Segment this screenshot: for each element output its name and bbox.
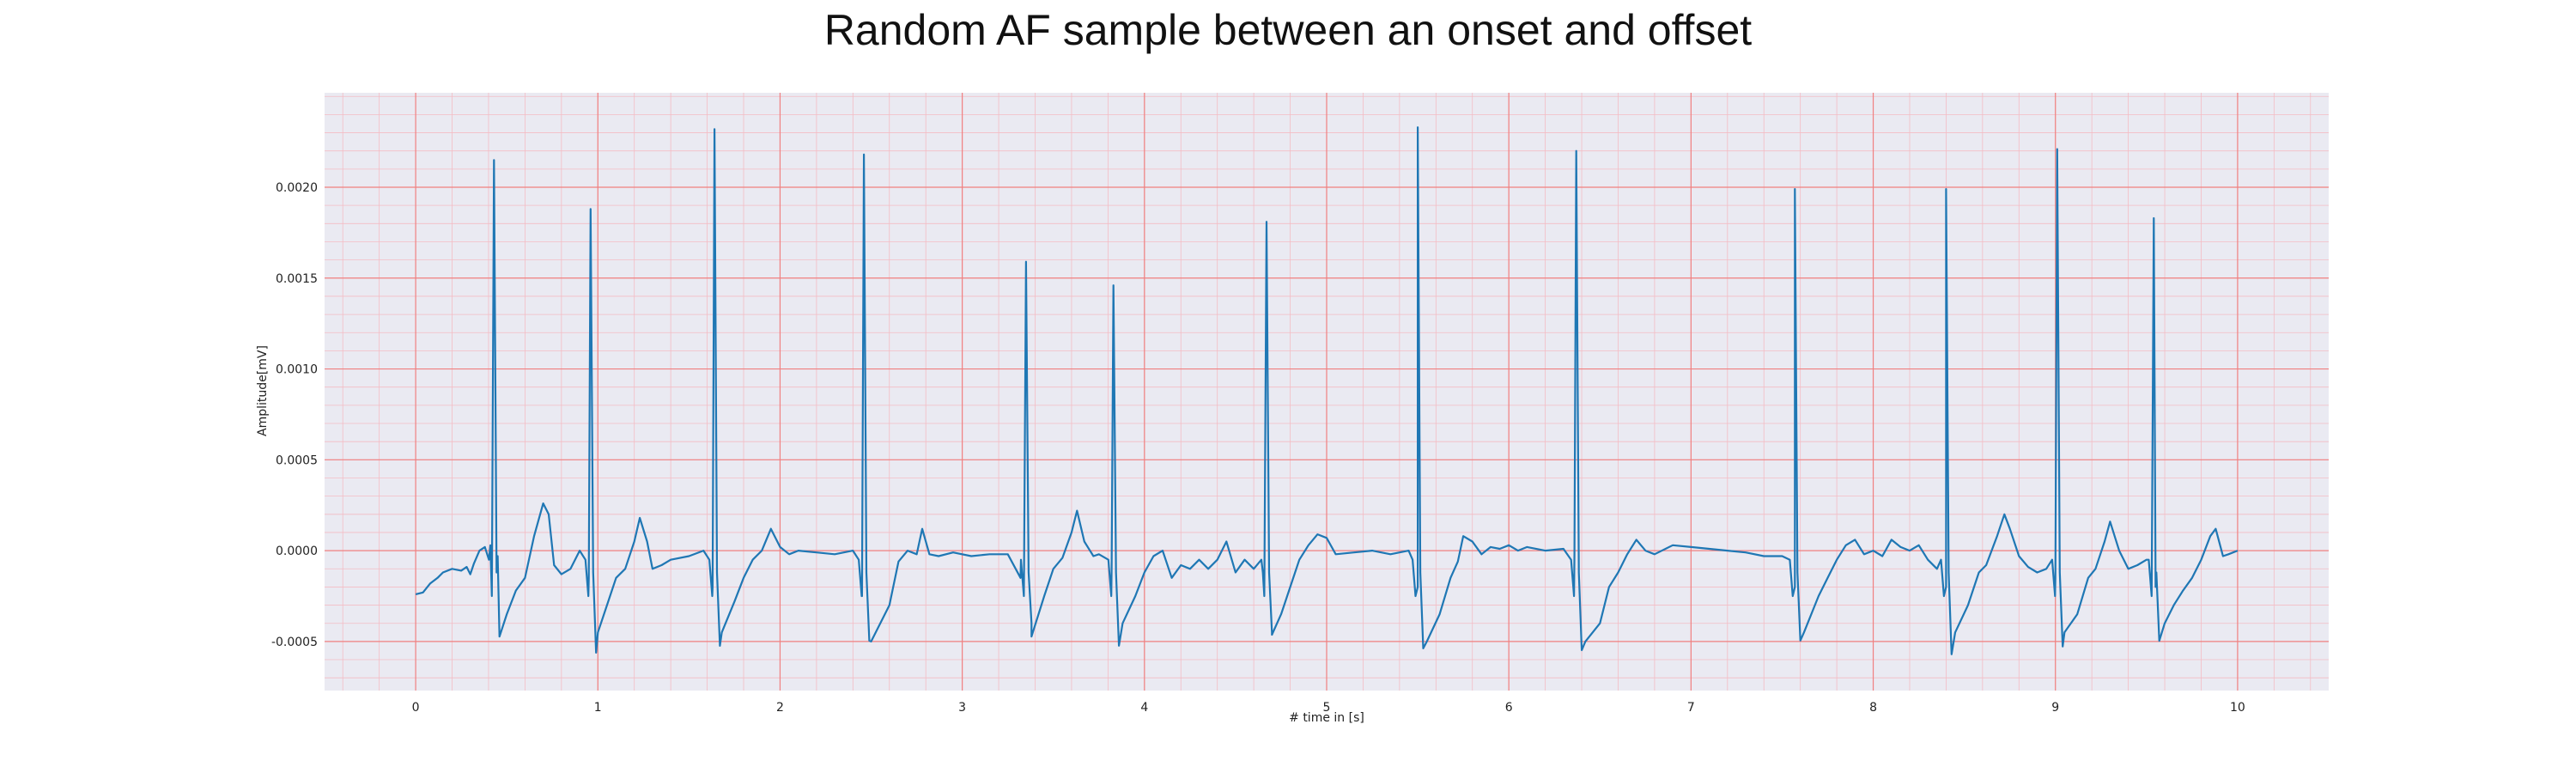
y-axis-ticks: -0.0005 0.0000 0.0005 0.0010 0.0015 0.0020 <box>271 181 318 649</box>
x-tick-label: 1 <box>594 701 602 715</box>
y-tick-label: 0.0015 <box>276 272 318 286</box>
ecg-signal-line <box>415 126 2239 655</box>
y-tick-label: -0.0005 <box>271 636 318 649</box>
chart-title: Random AF sample between an onset and of… <box>823 6 1753 54</box>
major-grid <box>325 93 2329 691</box>
y-tick-label: 0.0000 <box>276 545 318 558</box>
y-tick-label: 0.0020 <box>276 181 318 195</box>
x-tick-label: 10 <box>2230 701 2245 715</box>
y-tick-label: 0.0010 <box>276 363 318 377</box>
x-axis-ticks: 0 1 2 3 4 5 6 7 8 9 10 <box>412 701 2245 715</box>
x-tick-label: 4 <box>1140 701 1148 715</box>
x-tick-label: 2 <box>776 701 784 715</box>
x-tick-label: 5 <box>1323 701 1331 715</box>
x-tick-label: 3 <box>958 701 966 715</box>
y-tick-label: 0.0005 <box>276 453 318 467</box>
y-axis-label: Amplitude[mV] <box>256 345 270 436</box>
x-tick-label: 6 <box>1505 701 1513 715</box>
x-tick-label: 7 <box>1687 701 1695 715</box>
x-tick-label: 9 <box>2051 701 2059 715</box>
x-axis-label: # time in [s] <box>1289 711 1364 725</box>
x-tick-label: 0 <box>412 701 420 715</box>
x-tick-label: 8 <box>1869 701 1877 715</box>
